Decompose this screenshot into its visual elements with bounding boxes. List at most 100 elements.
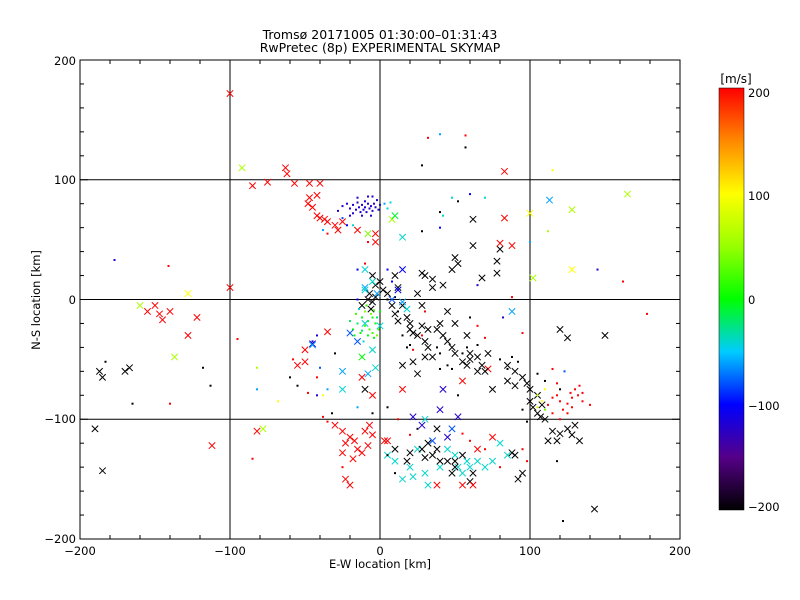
dot-marker	[292, 358, 294, 361]
cross-marker	[308, 203, 317, 211]
cross-marker	[193, 313, 201, 322]
dot-marker	[559, 400, 561, 403]
cross-marker	[493, 257, 501, 265]
cross-marker	[373, 289, 381, 298]
cross-marker	[368, 277, 377, 286]
cross-marker	[263, 178, 272, 186]
cross-marker	[529, 274, 537, 282]
cross-marker	[383, 289, 392, 298]
cross-marker	[536, 413, 545, 421]
dot-marker	[256, 366, 258, 369]
dot-marker	[466, 346, 468, 349]
cross-marker	[331, 221, 339, 229]
dot-marker	[379, 203, 381, 206]
cross-marker	[259, 425, 267, 433]
cross-marker	[368, 298, 377, 306]
dot-marker	[424, 310, 426, 313]
dot-marker	[386, 454, 389, 457]
y-tick-label-3: 100	[54, 173, 76, 187]
cross-marker	[409, 329, 417, 337]
cross-marker	[353, 445, 362, 453]
dot-marker	[556, 394, 558, 397]
dot-marker	[421, 164, 423, 167]
cross-marker	[98, 467, 107, 475]
x-tick-label-4: 200	[669, 544, 691, 558]
dot-marker	[386, 268, 389, 271]
cross-marker	[371, 230, 380, 238]
dot-marker	[341, 466, 344, 469]
cross-marker	[281, 164, 290, 172]
cross-marker	[451, 349, 459, 357]
dot-marker	[316, 394, 318, 397]
cross-marker	[443, 337, 452, 345]
dot-marker	[362, 208, 365, 211]
cross-marker	[406, 319, 414, 328]
dot-marker	[289, 376, 291, 379]
cross-marker	[526, 209, 534, 217]
cross-marker	[376, 322, 384, 330]
cross-marker	[368, 431, 377, 439]
cross-marker	[563, 425, 572, 433]
cross-marker	[398, 298, 407, 306]
cross-marker	[436, 319, 444, 328]
cross-marker	[481, 367, 489, 375]
cross-marker	[361, 427, 369, 435]
dot-marker	[371, 209, 374, 212]
dot-marker	[457, 394, 459, 397]
cross-marker	[451, 254, 459, 262]
dot-marker	[346, 224, 348, 227]
x-tick-label-2: 0	[376, 544, 383, 558]
cross-marker	[398, 361, 407, 369]
dot-marker	[563, 370, 566, 373]
dot-marker	[364, 310, 366, 313]
colorbar-unit-label: [m/s]	[720, 72, 751, 86]
cross-marker	[439, 281, 447, 289]
cross-marker	[346, 481, 354, 489]
cross-marker	[556, 430, 564, 438]
cross-marker	[428, 353, 437, 361]
cross-marker	[571, 421, 579, 429]
cross-marker	[421, 337, 429, 345]
dot-marker	[589, 403, 591, 406]
cross-marker	[529, 403, 537, 411]
cross-marker	[341, 475, 350, 483]
cross-marker	[511, 451, 519, 459]
dot-marker	[361, 203, 363, 206]
cross-marker	[575, 437, 584, 445]
cross-marker	[478, 274, 486, 282]
cross-marker	[184, 289, 192, 298]
cross-marker	[248, 182, 257, 190]
cross-marker	[500, 167, 509, 175]
cross-marker	[473, 353, 482, 361]
dot-marker	[457, 200, 459, 203]
y-tick-label-1: −100	[44, 412, 76, 426]
cross-marker	[421, 454, 429, 462]
cross-marker	[469, 215, 477, 223]
cross-marker	[166, 307, 174, 316]
cross-marker	[451, 463, 459, 471]
dot-marker	[526, 420, 528, 423]
dot-marker	[352, 203, 354, 206]
cross-marker	[91, 425, 99, 433]
dot-marker	[476, 284, 479, 287]
cross-marker	[428, 451, 437, 459]
dot-marker	[439, 367, 441, 370]
cross-marker	[316, 179, 324, 187]
y-tick-label-0: −200	[44, 532, 76, 546]
cross-marker	[424, 439, 432, 447]
dot-marker	[499, 466, 501, 469]
dot-marker	[502, 316, 504, 319]
cross-marker	[418, 445, 426, 453]
cross-marker	[361, 283, 369, 292]
cross-marker	[413, 289, 422, 298]
dot-marker	[439, 211, 441, 214]
dot-marker	[461, 432, 464, 435]
dot-marker	[373, 202, 375, 205]
dot-marker	[355, 208, 357, 211]
dot-marker	[484, 448, 486, 451]
dot-marker	[391, 280, 393, 283]
cross-marker	[308, 341, 317, 349]
dot-marker	[562, 408, 564, 411]
dot-marker	[358, 308, 360, 311]
dot-marker	[464, 134, 467, 137]
